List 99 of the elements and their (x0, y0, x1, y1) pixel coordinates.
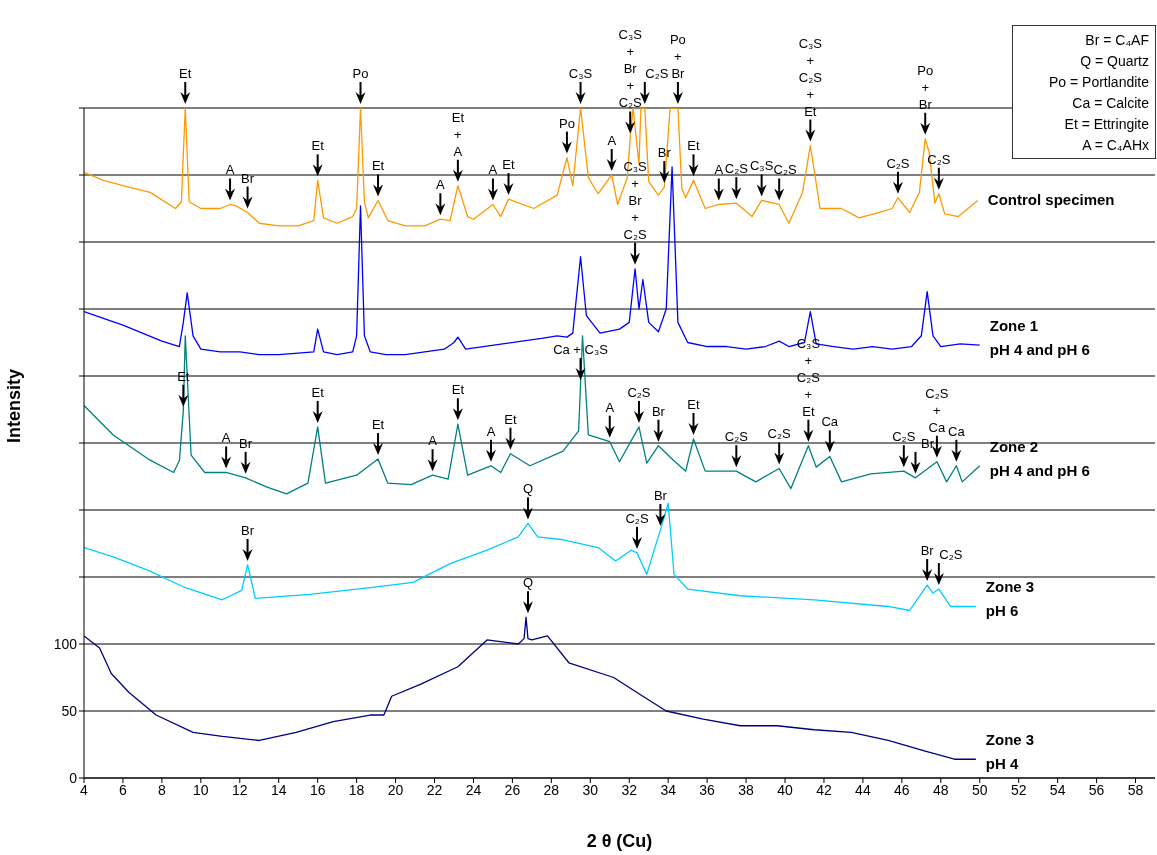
annotation: A (605, 399, 615, 415)
annotation: Br (651, 403, 666, 419)
annotation: C₂S (627, 384, 651, 400)
annotation: C₂S (645, 66, 669, 81)
x-tick-label: 36 (699, 781, 716, 798)
annotation: Po (352, 66, 369, 81)
annotation: Ca (948, 423, 966, 439)
line-series (84, 502, 977, 612)
annotation: A (486, 423, 496, 439)
annotation: A = C₄AHx (1081, 136, 1149, 155)
annotation: Et (504, 411, 517, 427)
x-tick-label: 48 (933, 781, 949, 798)
annotation: C₂S (886, 155, 910, 171)
annotation: A (221, 430, 231, 446)
x-axis-title: 2 θ (Cu) (586, 831, 653, 851)
x-tick-label: 8 (157, 781, 166, 798)
annotation: A (225, 162, 235, 178)
annotation: C₂S (724, 429, 749, 445)
annotation: Ca + C₃S (553, 342, 609, 358)
annotation: A (607, 133, 617, 148)
annotation: Q (522, 575, 534, 591)
x-tick-label: 18 (348, 781, 365, 798)
x-tick-label: 16 (309, 781, 326, 798)
annotation: A (488, 162, 498, 178)
text: Po = Portlandite (1048, 73, 1149, 92)
x-tick-label: 50 (971, 781, 988, 798)
annotation: Et = Ettringite (1063, 115, 1149, 134)
x-tick-label: 14 (270, 781, 287, 798)
x-tick-label: 58 (1127, 781, 1144, 798)
annotation: A (436, 177, 446, 193)
annotation: C₃S (749, 158, 774, 174)
series-label: Zone 3 pH 6 (985, 578, 1035, 620)
annotation: A (714, 162, 724, 178)
line-series (84, 616, 977, 760)
annotation: Et (687, 396, 701, 412)
x-tick-label: 20 (387, 781, 404, 798)
line-series (84, 108, 979, 227)
annotation: C₂S (767, 426, 792, 442)
annotation: C₂S (625, 510, 649, 526)
x-tick-label: 44 (855, 781, 871, 798)
annotation: Et (371, 417, 385, 433)
x-tick-label: 28 (543, 781, 560, 798)
x-tick-label: 10 (193, 781, 209, 798)
text: Q = Quartz (1079, 52, 1149, 71)
annotation: C₃S + C₂S + Et (796, 335, 821, 419)
annotation: Et (311, 138, 325, 154)
annotation: Q (522, 481, 534, 497)
series-label: Control specimen (987, 191, 1115, 209)
x-tick-label: 42 (816, 781, 832, 798)
annotation: Br (920, 435, 935, 451)
annotation: Et (687, 138, 701, 154)
annotation: C₂S (939, 547, 963, 563)
annotation: Br (241, 170, 255, 186)
annotation: Et + A (451, 109, 465, 159)
series-label: Zone 3 pH 4 (985, 731, 1035, 773)
y-tick-label: 0 (69, 769, 78, 786)
annotation: Br (920, 543, 935, 559)
annotation: Po + Br (669, 32, 686, 81)
x-tick-label: 26 (504, 781, 521, 798)
annotation: Et (502, 157, 516, 173)
x-tick-label: 4 (80, 781, 89, 798)
annotation: C₃S (568, 66, 593, 81)
x-tick-label: 56 (1088, 781, 1105, 798)
x-tick-label: 34 (660, 781, 677, 798)
x-tick-label: 24 (465, 781, 482, 798)
x-tick-label: 30 (582, 781, 599, 798)
annotation: Et (311, 384, 325, 400)
series-label: Zone 1 pH 4 and pH 6 (989, 317, 1090, 359)
annotation: Po + Br (917, 62, 934, 112)
annotation: Ca = Calcite (1071, 94, 1149, 113)
x-tick-label: 6 (119, 781, 128, 798)
annotation: Ca (821, 414, 839, 430)
x-tick-label: 52 (1010, 781, 1027, 798)
annotation: Et (451, 382, 465, 398)
annotation: Br (241, 522, 255, 538)
text: Br = C₄AF (1084, 31, 1149, 50)
annotation: A (428, 433, 438, 449)
annotation: Br (239, 435, 253, 451)
annotation: Et (371, 158, 385, 174)
annotation: C₂S + Ca (925, 385, 949, 435)
annotation: Et (179, 66, 192, 81)
annotation: C₂S (724, 161, 749, 177)
annotation: Po (558, 115, 575, 131)
x-tick-label: 40 (777, 781, 794, 798)
y-tick-label: 100 (53, 635, 78, 652)
annotation: Br (653, 488, 668, 504)
series-label: Zone 2 pH 4 and pH 6 (989, 437, 1090, 479)
y-tick-label: 50 (61, 702, 78, 719)
x-tick-label: 46 (894, 781, 910, 798)
x-tick-label: 32 (621, 781, 638, 798)
x-tick-label: 38 (738, 781, 755, 798)
annotation: C₃S + C₂S + Et (798, 35, 823, 119)
annotation: C₂S (892, 429, 916, 445)
x-tick-label: 22 (426, 781, 443, 798)
x-tick-label: 12 (231, 781, 248, 798)
y-axis-title: Intensity (4, 368, 25, 443)
annotation: C₂S (773, 162, 798, 178)
annotation: C₃S + Br + C₂S (618, 27, 643, 111)
x-tick-label: 54 (1049, 781, 1066, 798)
